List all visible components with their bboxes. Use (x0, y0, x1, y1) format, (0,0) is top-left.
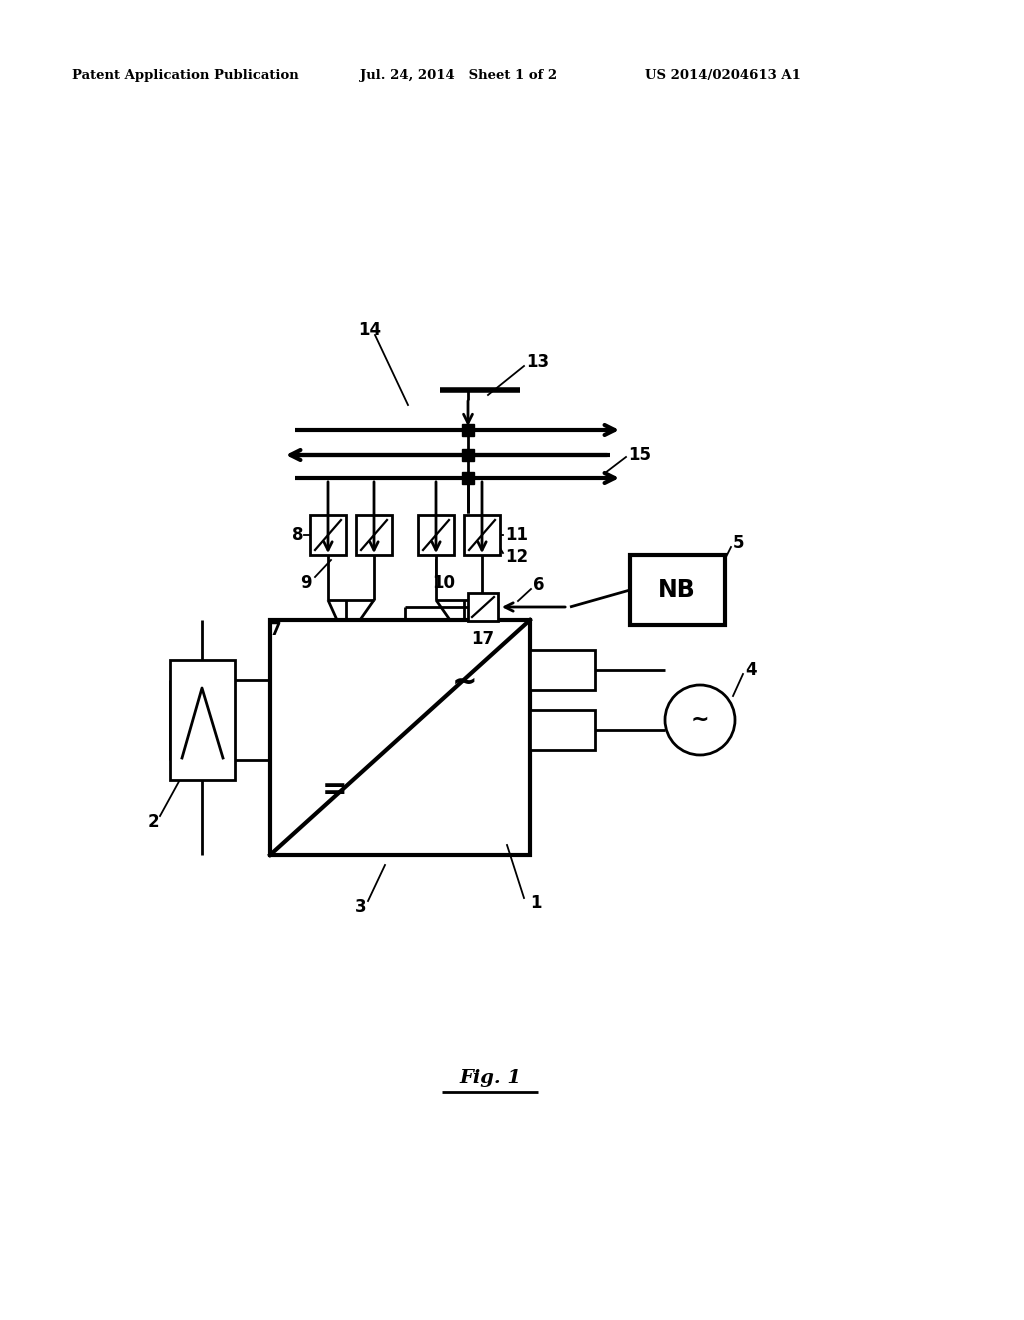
Bar (170, 660, 234, 780)
Bar (464, 515, 500, 554)
Text: 15: 15 (628, 446, 651, 465)
Text: 6: 6 (534, 576, 545, 594)
Text: 4: 4 (745, 661, 757, 678)
Text: 14: 14 (358, 321, 381, 339)
Text: Jul. 24, 2014   Sheet 1 of 2: Jul. 24, 2014 Sheet 1 of 2 (360, 69, 557, 82)
Text: 9: 9 (300, 574, 311, 591)
Text: =: = (323, 776, 348, 804)
Text: 17: 17 (471, 630, 495, 648)
Text: US 2014/0204613 A1: US 2014/0204613 A1 (645, 69, 801, 82)
Text: 7: 7 (270, 620, 282, 639)
Bar (468, 593, 498, 620)
Text: 5: 5 (733, 535, 744, 552)
Text: 2: 2 (148, 813, 160, 832)
Bar (530, 710, 595, 750)
Text: Fig. 1: Fig. 1 (459, 1069, 521, 1086)
Text: 8: 8 (292, 525, 303, 544)
Text: Patent Application Publication: Patent Application Publication (72, 69, 299, 82)
Text: ~: ~ (453, 668, 478, 697)
Text: 3: 3 (355, 898, 367, 916)
Circle shape (665, 685, 735, 755)
Bar (356, 515, 392, 554)
Text: 13: 13 (526, 352, 549, 371)
Text: 11: 11 (505, 525, 528, 544)
Bar (630, 554, 725, 624)
Text: 1: 1 (530, 894, 542, 912)
Bar (530, 649, 595, 690)
Text: 10: 10 (432, 574, 455, 591)
Bar (310, 515, 346, 554)
Bar (270, 620, 530, 855)
Text: 12: 12 (505, 548, 528, 566)
Text: NB: NB (658, 578, 696, 602)
Bar (418, 515, 454, 554)
Text: ~: ~ (690, 710, 710, 730)
